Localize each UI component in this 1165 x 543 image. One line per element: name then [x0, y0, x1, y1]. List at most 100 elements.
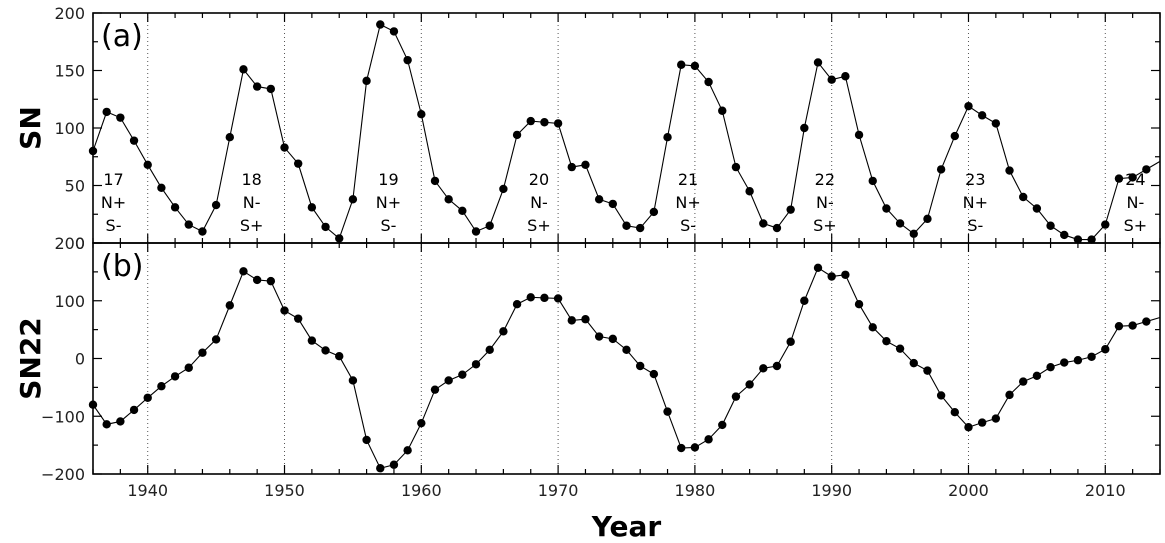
panel-a-ticks: 0 50 100 150 200 [54, 4, 1161, 253]
data-point-1950 [280, 143, 289, 152]
data-point-1986 [772, 223, 782, 233]
data-point-1979 [677, 60, 686, 69]
data-point-2007 [1060, 358, 1069, 367]
series-line [92, 267, 1161, 469]
data-point-1990 [827, 75, 836, 84]
data-point-1998 [936, 165, 946, 174]
data-point-1975 [622, 345, 631, 355]
data-point-1963 [458, 206, 467, 215]
panel-b-ticks: −200 −100 0 100 200 1940 1950 1960 1970 1980 1990 2… [41, 234, 1161, 500]
data-point-1946 [225, 133, 234, 142]
data-point-1942 [170, 372, 180, 381]
data-point-1997 [923, 366, 932, 375]
data-point-1955 [348, 195, 358, 204]
data-point-1996 [909, 358, 918, 368]
y-tick-label: 100 [54, 119, 85, 138]
data-point-1999 [950, 131, 960, 141]
panel-a-cycle-labels: 17 N+ S- 18 N-S+ 19 N+ S- 20 N-S+ 21 N+ S- 22 N-S+ 23 N+… [101, 170, 1147, 235]
data-point-1958 [389, 460, 399, 469]
data-point-1956 [362, 435, 371, 445]
data-point-1962 [444, 376, 453, 385]
panel-b-y-axis-title: SN22 [14, 317, 47, 400]
y-tick-label: 50 [65, 177, 85, 196]
data-point-2006 [1046, 362, 1055, 372]
data-point-1968 [526, 116, 535, 126]
data-point-1946 [225, 301, 234, 310]
x-tick-label: 1960 [401, 481, 442, 500]
x-tick-label: 1990 [811, 481, 852, 500]
data-point-1970 [553, 294, 563, 303]
data-point-1992 [854, 300, 864, 309]
data-point-1977 [649, 207, 659, 217]
data-point-1941 [157, 183, 166, 192]
data-point-1976 [635, 223, 645, 233]
panel-a: 0 50 100 150 200 17 N+ S- 18 N-S+ 19 N+ S- 20 N-S+ 21 N… [14, 4, 1161, 253]
data-point-2001 [977, 418, 987, 427]
data-point-1951 [293, 159, 303, 168]
data-point-1940 [143, 393, 152, 402]
data-point-1960 [417, 110, 426, 119]
data-point-1959 [403, 446, 412, 455]
data-point-1964 [471, 360, 481, 369]
data-point-1948 [252, 275, 262, 285]
y-tick-label: 150 [54, 62, 85, 81]
data-point-2002 [991, 119, 1001, 128]
data-point-2012 [1128, 321, 1137, 330]
data-point-1939 [129, 405, 139, 415]
data-point-1955 [348, 376, 358, 385]
cycle-label-23: 23 N+ S- [963, 170, 988, 235]
data-point-1972 [581, 160, 590, 169]
data-point-2004 [1019, 192, 1028, 202]
data-point-1957 [376, 20, 385, 29]
data-point-1985 [759, 364, 768, 373]
data-point-1993 [868, 176, 877, 186]
data-point-1982 [718, 106, 727, 115]
cycle-label-22: 22 N-S+ [813, 170, 837, 235]
data-point-1971 [567, 162, 576, 172]
data-point-1957 [376, 464, 385, 473]
x-tick-label: 1980 [675, 481, 716, 500]
data-point-2003 [1005, 166, 1014, 175]
data-point-1954 [335, 351, 344, 361]
data-point-1942 [170, 203, 180, 212]
data-point-1999 [950, 408, 960, 417]
data-point-1973 [594, 195, 604, 204]
data-point-1974 [608, 199, 618, 209]
data-point-1951 [293, 314, 303, 323]
x-tick-label: 1950 [264, 481, 305, 500]
data-point-2008 [1073, 356, 1083, 365]
data-point-1963 [458, 370, 467, 379]
y-tick-label: 100 [54, 292, 85, 311]
data-point-1994 [882, 336, 891, 346]
data-point-1989 [813, 263, 823, 273]
data-point-1937 [102, 420, 111, 429]
data-point-1972 [581, 315, 590, 324]
data-point-1973 [594, 332, 604, 341]
data-point-1975 [622, 221, 631, 230]
panel-a-series [88, 20, 1161, 244]
data-point-1944 [198, 227, 207, 236]
data-point-1947 [239, 65, 248, 74]
data-point-1944 [198, 348, 207, 357]
data-point-1991 [841, 72, 850, 81]
data-point-1985 [759, 219, 768, 228]
data-point-1943 [184, 363, 193, 372]
data-point-1967 [512, 130, 522, 140]
data-point-2003 [1005, 390, 1014, 400]
data-point-2011 [1114, 321, 1124, 331]
data-point-2004 [1019, 377, 1028, 386]
data-point-1943 [184, 220, 193, 229]
data-point-2006 [1046, 221, 1055, 230]
data-point-2001 [977, 111, 987, 120]
panel-b-label: (b) [101, 249, 143, 284]
data-point-1959 [403, 55, 412, 65]
panel-b-series [88, 263, 1161, 473]
data-point-1995 [895, 219, 905, 228]
data-point-1938 [116, 113, 125, 122]
data-point-2013 [1142, 317, 1151, 326]
data-point-1967 [512, 300, 522, 309]
data-point-1989 [813, 58, 823, 67]
data-point-1996 [909, 229, 918, 238]
data-point-1952 [307, 336, 317, 345]
